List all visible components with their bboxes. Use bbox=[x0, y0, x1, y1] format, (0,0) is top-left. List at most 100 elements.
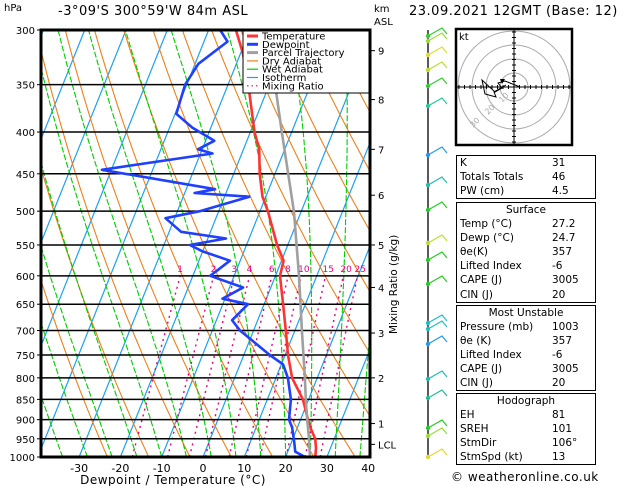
mixing-ratio-line bbox=[131, 275, 181, 457]
mixing-ratio-line bbox=[304, 275, 345, 457]
most-unstable-row: CAPE (J) 3005 bbox=[457, 362, 596, 376]
copyright-link[interactable]: © weatheronline.co.uk bbox=[451, 470, 599, 484]
pressure-tick-label: 500 bbox=[16, 207, 35, 218]
pressure-tick-label: 800 bbox=[16, 374, 35, 385]
surface-row: Temp (°C) 27.2 bbox=[457, 217, 596, 231]
wind-barb bbox=[427, 77, 448, 87]
index-label: CAPE (J) bbox=[460, 274, 503, 287]
wind-barb bbox=[427, 314, 448, 324]
height-unit-km: km bbox=[374, 4, 390, 15]
dry-adiabat-line bbox=[41, 48, 191, 457]
mixing-ratio-line bbox=[204, 275, 251, 457]
surface-row: CIN (J) 20 bbox=[457, 287, 596, 302]
pressure-tick-label: 850 bbox=[16, 395, 35, 406]
dry-adiabat-line bbox=[298, 30, 370, 173]
index-value: 3005 bbox=[552, 274, 579, 287]
index-label: Pressure (mb) bbox=[460, 321, 534, 334]
pressure-tick-label: 900 bbox=[16, 416, 35, 427]
index-value: 4.5 bbox=[552, 185, 569, 198]
dry-adiabat-line bbox=[181, 30, 370, 418]
wet-adiabat-line bbox=[88, 30, 212, 457]
index-label: Dewp (°C) bbox=[460, 232, 514, 245]
dry-adiabat-line bbox=[613, 18, 629, 457]
index-value: 357 bbox=[552, 246, 573, 259]
mixing-ratio-label: 8 bbox=[285, 265, 291, 275]
mixing-ratio-label: 15 bbox=[323, 265, 334, 275]
index-value: -6 bbox=[552, 260, 563, 273]
dry-adiabat-line bbox=[93, 30, 274, 457]
wind-barb bbox=[427, 427, 448, 437]
height-tick-label: 5 bbox=[378, 241, 384, 252]
surface-title: Surface bbox=[505, 204, 546, 216]
pressure-tick-label: 650 bbox=[16, 300, 35, 311]
isotherm-line bbox=[161, 30, 334, 457]
dewpoint-line bbox=[100, 30, 306, 457]
mixing-ratio-line bbox=[245, 275, 289, 457]
isotherm-line bbox=[202, 37, 370, 457]
height-tick-label: LCL bbox=[378, 440, 397, 451]
mixing-ratio-label: 4 bbox=[247, 265, 253, 275]
surface-row: Lifted Index -6 bbox=[457, 259, 596, 273]
height-tick-label: 9 bbox=[378, 47, 384, 58]
isotherm-line bbox=[0, 30, 2, 457]
index-value: 106° bbox=[552, 437, 578, 450]
index-label: θe(K) bbox=[460, 246, 488, 259]
index-value: 101 bbox=[552, 423, 573, 436]
temperature-tick-label: -20 bbox=[111, 462, 129, 475]
most-unstable-table: Most Unstable Pressure (mb) 1003 θe (K) 35… bbox=[456, 305, 596, 392]
index-label: K bbox=[460, 157, 467, 170]
height-tick-label: 6 bbox=[378, 191, 384, 202]
hodograph-row: SREH 101 bbox=[457, 422, 596, 436]
index-label: Lifted Index bbox=[460, 260, 522, 273]
isotherm-line bbox=[326, 347, 370, 457]
isotherm-line bbox=[41, 30, 168, 348]
dry-adiabat-line bbox=[240, 30, 370, 293]
isotherm-line bbox=[41, 30, 86, 141]
index-row-totals: Totals Totals 46 bbox=[457, 170, 596, 184]
wet-adiabat-line bbox=[334, 30, 348, 457]
wind-barb bbox=[427, 27, 448, 37]
wind-barb bbox=[427, 370, 448, 380]
mixing-ratio-label: 2 bbox=[211, 265, 217, 275]
wet-adiabat-line bbox=[170, 30, 262, 457]
dry-adiabat-line bbox=[41, 278, 108, 457]
wet-adiabat-line bbox=[359, 323, 370, 457]
mixing-ratio-label: 1 bbox=[177, 265, 183, 275]
isotherm-line bbox=[119, 30, 292, 457]
dry-adiabat-line bbox=[152, 30, 356, 457]
mixing-ratio-line bbox=[285, 275, 327, 457]
wind-barb bbox=[427, 335, 448, 345]
mixing-ratio-line bbox=[166, 275, 215, 457]
index-value: 20 bbox=[552, 377, 566, 390]
pressure-unit-label: hPa bbox=[4, 3, 23, 14]
wet-adiabat-line bbox=[41, 321, 88, 457]
surface-row: Dewp (°C) 24.7 bbox=[457, 231, 596, 245]
legend-label: Isotherm bbox=[262, 73, 306, 84]
pressure-tick-label: 350 bbox=[16, 81, 35, 92]
legend-label: Dry Adiabat bbox=[262, 56, 321, 67]
wind-barb bbox=[427, 46, 448, 56]
index-label: StmDir bbox=[460, 437, 497, 450]
index-value: -6 bbox=[552, 349, 563, 362]
wind-barb bbox=[427, 275, 448, 285]
pressure-tick-label: 400 bbox=[16, 128, 35, 139]
wet-adiabat-line bbox=[41, 65, 163, 457]
wind-barb bbox=[427, 201, 448, 211]
hodograph-unit-label: kt bbox=[459, 32, 469, 43]
index-label: PW (cm) bbox=[460, 185, 505, 198]
wind-barb bbox=[427, 251, 448, 261]
datetime-title: 23.09.2021 12GMT (Base: 12) bbox=[409, 4, 618, 19]
mixing-ratio-label: 3 bbox=[231, 265, 237, 275]
axis-labels: 1 2 3 4 6 8 10 15 20 2530035040045050055060065070… bbox=[10, 26, 400, 486]
plot-frame bbox=[39, 28, 372, 459]
index-label: CAPE (J) bbox=[460, 363, 503, 376]
hodograph-title: Hodograph bbox=[496, 395, 556, 407]
pressure-tick-label: 450 bbox=[16, 170, 35, 181]
pressure-tick-label: 600 bbox=[16, 272, 35, 283]
temperature-tick-label: -30 bbox=[70, 462, 88, 475]
wind-barb bbox=[427, 320, 448, 330]
isotherm-line bbox=[41, 30, 127, 245]
height-unit-label: km ASL bbox=[374, 3, 393, 29]
